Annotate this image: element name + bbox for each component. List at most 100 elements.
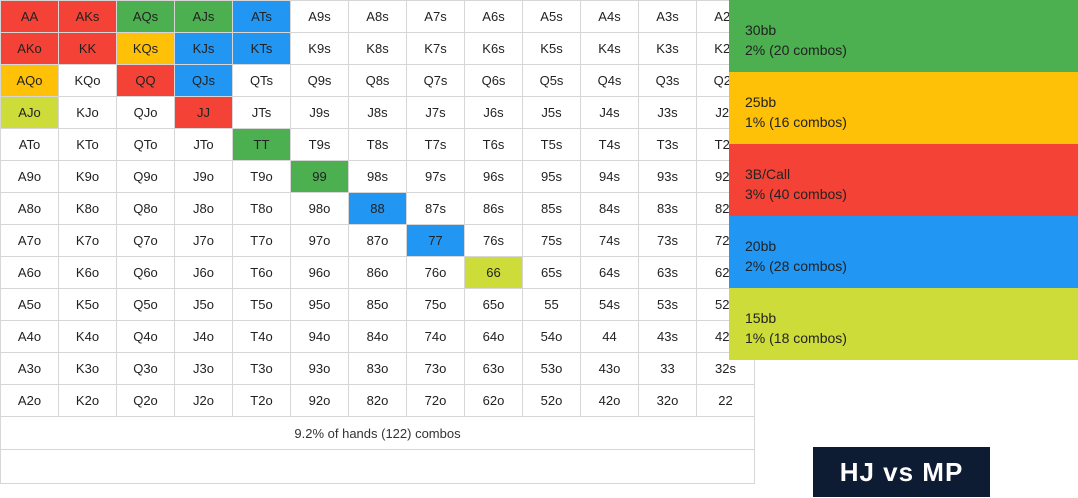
hand-cell-85o[interactable]: 85o bbox=[348, 288, 407, 321]
hand-cell-ato[interactable]: ATo bbox=[0, 128, 59, 161]
hand-cell-k5o[interactable]: K5o bbox=[58, 288, 117, 321]
hand-cell-qq[interactable]: QQ bbox=[116, 64, 175, 97]
hand-cell-q7o[interactable]: Q7o bbox=[116, 224, 175, 257]
hand-cell-97o[interactable]: 97o bbox=[290, 224, 349, 257]
hand-cell-j7o[interactable]: J7o bbox=[174, 224, 233, 257]
hand-cell-j8s[interactable]: J8s bbox=[348, 96, 407, 129]
hand-cell-j5o[interactable]: J5o bbox=[174, 288, 233, 321]
hand-cell-kto[interactable]: KTo bbox=[58, 128, 117, 161]
hand-cell-j6o[interactable]: J6o bbox=[174, 256, 233, 289]
hand-cell-aa[interactable]: AA bbox=[0, 0, 59, 33]
hand-cell-k7o[interactable]: K7o bbox=[58, 224, 117, 257]
hand-cell-k7s[interactable]: K7s bbox=[406, 32, 465, 65]
hand-cell-q4s[interactable]: Q4s bbox=[580, 64, 639, 97]
hand-cell-t9o[interactable]: T9o bbox=[232, 160, 291, 193]
hand-cell-t6o[interactable]: T6o bbox=[232, 256, 291, 289]
hand-cell-k2o[interactable]: K2o bbox=[58, 384, 117, 417]
hand-cell-54s[interactable]: 54s bbox=[580, 288, 639, 321]
hand-cell-82o[interactable]: 82o bbox=[348, 384, 407, 417]
hand-cell-j6s[interactable]: J6s bbox=[464, 96, 523, 129]
hand-cell-t8s[interactable]: T8s bbox=[348, 128, 407, 161]
hand-cell-74o[interactable]: 74o bbox=[406, 320, 465, 353]
hand-cell-88[interactable]: 88 bbox=[348, 192, 407, 225]
hand-cell-ako[interactable]: AKo bbox=[0, 32, 59, 65]
hand-cell-kk[interactable]: KK bbox=[58, 32, 117, 65]
hand-cell-q7s[interactable]: Q7s bbox=[406, 64, 465, 97]
hand-cell-t2o[interactable]: T2o bbox=[232, 384, 291, 417]
hand-cell-93s[interactable]: 93s bbox=[638, 160, 697, 193]
hand-cell-t6s[interactable]: T6s bbox=[464, 128, 523, 161]
hand-cell-kqo[interactable]: KQo bbox=[58, 64, 117, 97]
hand-cell-jts[interactable]: JTs bbox=[232, 96, 291, 129]
hand-cell-k8o[interactable]: K8o bbox=[58, 192, 117, 225]
hand-cell-kjo[interactable]: KJo bbox=[58, 96, 117, 129]
hand-cell-92o[interactable]: 92o bbox=[290, 384, 349, 417]
hand-cell-63o[interactable]: 63o bbox=[464, 352, 523, 385]
hand-cell-t8o[interactable]: T8o bbox=[232, 192, 291, 225]
hand-cell-j9o[interactable]: J9o bbox=[174, 160, 233, 193]
hand-cell-j3s[interactable]: J3s bbox=[638, 96, 697, 129]
hand-cell-q2o[interactable]: Q2o bbox=[116, 384, 175, 417]
hand-cell-aqo[interactable]: AQo bbox=[0, 64, 59, 97]
hand-cell-54o[interactable]: 54o bbox=[522, 320, 581, 353]
hand-cell-q3o[interactable]: Q3o bbox=[116, 352, 175, 385]
hand-cell-85s[interactable]: 85s bbox=[522, 192, 581, 225]
hand-cell-72o[interactable]: 72o bbox=[406, 384, 465, 417]
hand-cell-j2o[interactable]: J2o bbox=[174, 384, 233, 417]
hand-cell-98s[interactable]: 98s bbox=[348, 160, 407, 193]
legend-item-20bb[interactable]: 20bb 2% (28 combos) bbox=[729, 216, 1078, 288]
hand-cell-k4s[interactable]: K4s bbox=[580, 32, 639, 65]
hand-cell-q8s[interactable]: Q8s bbox=[348, 64, 407, 97]
hand-cell-77[interactable]: 77 bbox=[406, 224, 465, 257]
hand-cell-22[interactable]: 22 bbox=[696, 384, 755, 417]
hand-cell-33[interactable]: 33 bbox=[638, 352, 697, 385]
hand-cell-q9o[interactable]: Q9o bbox=[116, 160, 175, 193]
hand-cell-j4s[interactable]: J4s bbox=[580, 96, 639, 129]
hand-cell-64o[interactable]: 64o bbox=[464, 320, 523, 353]
hand-cell-a3s[interactable]: A3s bbox=[638, 0, 697, 33]
hand-cell-k9s[interactable]: K9s bbox=[290, 32, 349, 65]
hand-cell-ats[interactable]: ATs bbox=[232, 0, 291, 33]
hand-cell-ajo[interactable]: AJo bbox=[0, 96, 59, 129]
hand-cell-97s[interactable]: 97s bbox=[406, 160, 465, 193]
hand-cell-75o[interactable]: 75o bbox=[406, 288, 465, 321]
hand-cell-44[interactable]: 44 bbox=[580, 320, 639, 353]
hand-cell-aks[interactable]: AKs bbox=[58, 0, 117, 33]
hand-cell-q6s[interactable]: Q6s bbox=[464, 64, 523, 97]
hand-cell-84o[interactable]: 84o bbox=[348, 320, 407, 353]
legend-item-3bcall[interactable]: 3B/Call 3% (40 combos) bbox=[729, 144, 1078, 216]
hand-cell-j8o[interactable]: J8o bbox=[174, 192, 233, 225]
hand-cell-k4o[interactable]: K4o bbox=[58, 320, 117, 353]
hand-cell-94o[interactable]: 94o bbox=[290, 320, 349, 353]
hand-cell-a5s[interactable]: A5s bbox=[522, 0, 581, 33]
hand-cell-63s[interactable]: 63s bbox=[638, 256, 697, 289]
hand-cell-kts[interactable]: KTs bbox=[232, 32, 291, 65]
hand-cell-t3o[interactable]: T3o bbox=[232, 352, 291, 385]
hand-cell-q6o[interactable]: Q6o bbox=[116, 256, 175, 289]
hand-cell-qjs[interactable]: QJs bbox=[174, 64, 233, 97]
hand-cell-86o[interactable]: 86o bbox=[348, 256, 407, 289]
hand-cell-53s[interactable]: 53s bbox=[638, 288, 697, 321]
hand-cell-a2o[interactable]: A2o bbox=[0, 384, 59, 417]
hand-cell-q8o[interactable]: Q8o bbox=[116, 192, 175, 225]
hand-cell-65o[interactable]: 65o bbox=[464, 288, 523, 321]
hand-cell-65s[interactable]: 65s bbox=[522, 256, 581, 289]
hand-cell-53o[interactable]: 53o bbox=[522, 352, 581, 385]
hand-cell-k9o[interactable]: K9o bbox=[58, 160, 117, 193]
hand-cell-94s[interactable]: 94s bbox=[580, 160, 639, 193]
hand-cell-a9s[interactable]: A9s bbox=[290, 0, 349, 33]
hand-cell-a4s[interactable]: A4s bbox=[580, 0, 639, 33]
hand-cell-j4o[interactable]: J4o bbox=[174, 320, 233, 353]
hand-cell-87s[interactable]: 87s bbox=[406, 192, 465, 225]
hand-cell-k3o[interactable]: K3o bbox=[58, 352, 117, 385]
hand-cell-j7s[interactable]: J7s bbox=[406, 96, 465, 129]
hand-cell-75s[interactable]: 75s bbox=[522, 224, 581, 257]
hand-cell-a8s[interactable]: A8s bbox=[348, 0, 407, 33]
legend-item-30bb[interactable]: 30bb 2% (20 combos) bbox=[729, 0, 1078, 72]
hand-cell-55[interactable]: 55 bbox=[522, 288, 581, 321]
hand-cell-73s[interactable]: 73s bbox=[638, 224, 697, 257]
hand-cell-t5o[interactable]: T5o bbox=[232, 288, 291, 321]
hand-cell-76o[interactable]: 76o bbox=[406, 256, 465, 289]
hand-cell-k8s[interactable]: K8s bbox=[348, 32, 407, 65]
hand-cell-qto[interactable]: QTo bbox=[116, 128, 175, 161]
